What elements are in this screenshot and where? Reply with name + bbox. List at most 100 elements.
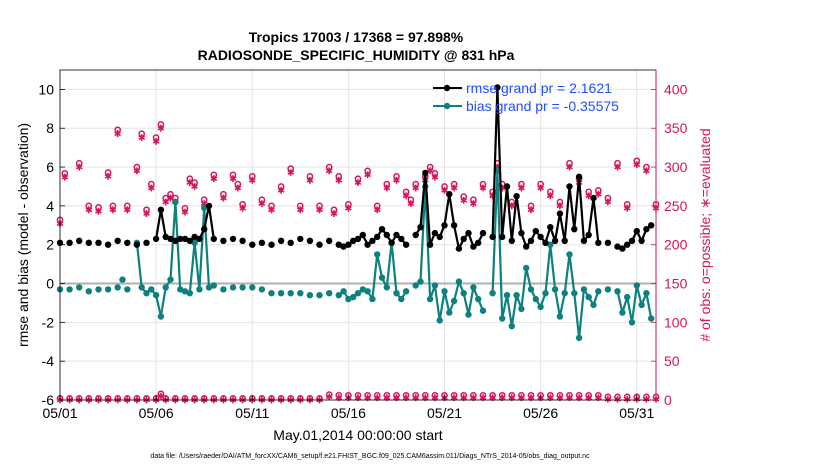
rmse-point-24 bbox=[388, 239, 395, 246]
bias-point-69 bbox=[595, 288, 602, 295]
bias-point-66 bbox=[580, 286, 588, 293]
right-tick-label: 250 bbox=[664, 198, 688, 214]
evaluated-obs-marker-16 bbox=[167, 194, 174, 202]
left-y-axis: -6 -4 -2 0 2 4 6 8 10 bbox=[38, 81, 65, 408]
x-tick-label: 05/21 bbox=[427, 405, 462, 421]
bias-point-25 bbox=[374, 251, 381, 258]
bias-point-68 bbox=[590, 301, 597, 309]
rmse-point-10 bbox=[201, 226, 208, 233]
bias-point-95 bbox=[297, 290, 304, 297]
rmse-point-16 bbox=[350, 237, 357, 244]
rmse-point-9 bbox=[196, 235, 203, 243]
bias-point-17 bbox=[335, 292, 342, 299]
bias-point-20 bbox=[350, 293, 357, 301]
evaluated-obs-marker-26 bbox=[239, 204, 246, 212]
bias-point-2 bbox=[143, 290, 150, 297]
evaluated-obs-marker-8 bbox=[123, 206, 131, 214]
bias-point-36 bbox=[431, 282, 439, 289]
bias-point-21 bbox=[354, 290, 362, 297]
rmse-point-84 bbox=[220, 237, 227, 244]
evaluated-obs-marker-72 bbox=[643, 167, 650, 175]
rmse-point-7 bbox=[186, 237, 193, 244]
rmse-point-3 bbox=[167, 235, 174, 243]
rmse-point-93 bbox=[306, 237, 314, 244]
left-tick-label: -2 bbox=[42, 314, 55, 330]
rmse-point-58 bbox=[561, 237, 568, 244]
bias-point-81 bbox=[85, 288, 93, 295]
rmse-point-85 bbox=[229, 235, 237, 243]
evaluated-obs-marker-29 bbox=[268, 206, 275, 214]
bias-point-61 bbox=[556, 313, 564, 320]
bias-point-19 bbox=[345, 295, 352, 303]
rmse-point-82 bbox=[133, 241, 141, 248]
evaluated-obs-marker-51 bbox=[450, 184, 458, 192]
left-tick-label: 6 bbox=[46, 159, 54, 175]
rmse-point-79 bbox=[104, 241, 112, 248]
left-tick-label: 0 bbox=[46, 276, 54, 292]
bias-point-23 bbox=[364, 288, 371, 295]
rmse-point-90 bbox=[277, 237, 285, 244]
rmse-point-14 bbox=[340, 243, 347, 250]
rmse-point-36 bbox=[450, 222, 458, 229]
right-y-axis: 0 50 100 150 200 250 300 350 400 bbox=[651, 70, 688, 408]
bias-point-94 bbox=[287, 290, 294, 297]
evaluated-obs-marker-54 bbox=[479, 184, 487, 192]
bias-point-86 bbox=[124, 286, 131, 293]
x-tick-label: 05/16 bbox=[331, 405, 366, 421]
bias-point-92 bbox=[268, 290, 275, 297]
bias-point-43 bbox=[465, 311, 472, 318]
evaluated-obs-marker-23 bbox=[220, 194, 227, 202]
rmse-point-94 bbox=[316, 241, 323, 248]
bias-point-57 bbox=[537, 303, 544, 310]
bias-point-4 bbox=[152, 292, 160, 299]
legend-rmse-label: rmse grand pr = 2.1621 bbox=[466, 80, 612, 96]
evaluated-obs-marker-64 bbox=[566, 163, 573, 171]
bias-point-82 bbox=[95, 286, 102, 293]
bias-point-53 bbox=[518, 305, 525, 312]
bias-point-46 bbox=[479, 307, 487, 314]
rmse-point-5 bbox=[177, 235, 184, 243]
bias-series bbox=[56, 167, 655, 342]
bias-point-49 bbox=[499, 315, 506, 322]
bias-point-8 bbox=[172, 198, 179, 206]
rmse-point-76 bbox=[76, 237, 83, 244]
bias-point-18 bbox=[340, 288, 347, 295]
bias-point-62 bbox=[561, 290, 568, 297]
rmse-point-8 bbox=[191, 233, 198, 241]
bias-point-64 bbox=[571, 290, 578, 297]
rmse-point-13 bbox=[335, 241, 342, 248]
bias-point-35 bbox=[426, 295, 434, 303]
evaluated-obs-marker-52 bbox=[460, 197, 468, 204]
bias-point-50 bbox=[503, 292, 511, 299]
evaluated-obs-marker-46 bbox=[412, 184, 419, 192]
rmse-point-87 bbox=[249, 241, 256, 248]
bias-point-73 bbox=[628, 319, 636, 326]
evaluated-obs-marker-28 bbox=[258, 200, 266, 207]
right-tick-label: 100 bbox=[664, 314, 688, 330]
rmse-point-72 bbox=[643, 226, 650, 233]
evaluated-obs-marker-4 bbox=[95, 207, 102, 215]
evaluated-obs-marker-59 bbox=[518, 184, 525, 192]
rmse-point-30 bbox=[422, 169, 429, 177]
rmse-point-53 bbox=[537, 233, 544, 241]
rmse-point-69 bbox=[628, 237, 636, 244]
evaluated-obs-marker-53 bbox=[470, 200, 477, 207]
rmse-point-37 bbox=[455, 245, 463, 252]
rmse-point-68 bbox=[624, 241, 631, 248]
rmse-point-47 bbox=[508, 237, 515, 244]
rmse-point-83 bbox=[143, 239, 150, 246]
bias-point-76 bbox=[643, 290, 650, 297]
right-tick-label: 300 bbox=[664, 159, 688, 175]
y-axis-label: rmse and bias (model - observation) bbox=[15, 123, 31, 347]
bias-point-96 bbox=[306, 292, 314, 299]
bias-point-37 bbox=[436, 317, 443, 324]
bias-point-99 bbox=[604, 286, 612, 293]
rmse-series bbox=[56, 84, 655, 252]
rmse-point-34 bbox=[441, 222, 448, 229]
rmse-point-48 bbox=[513, 193, 520, 200]
rmse-point-66 bbox=[614, 243, 621, 250]
evaluated-obs-marker-43 bbox=[393, 176, 400, 184]
bias-point-63 bbox=[566, 251, 573, 258]
rmse-point-70 bbox=[633, 227, 640, 235]
rmse-point-44 bbox=[494, 84, 501, 91]
